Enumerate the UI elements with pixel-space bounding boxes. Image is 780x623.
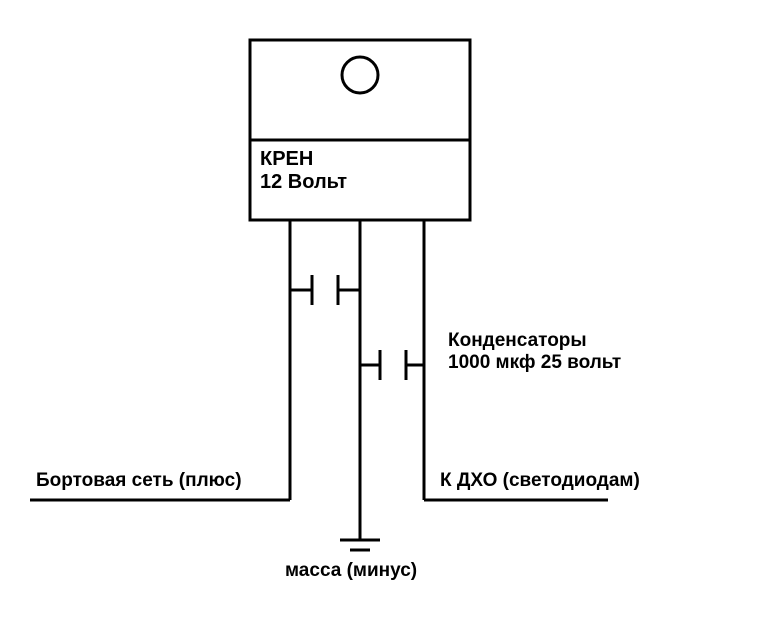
circuit-diagram	[0, 0, 780, 623]
regulator-tab-rect	[250, 40, 470, 140]
regulator-tab	[250, 40, 470, 140]
ground-label: масса (минус)	[285, 560, 417, 582]
input-label: Бортовая сеть (плюс)	[36, 470, 242, 492]
regulator-label-line1: КРЕН	[260, 148, 347, 171]
capacitor-label: Конденсаторы 1000 мкф 25 вольт	[448, 330, 621, 374]
capacitor-label-line1: Конденсаторы	[448, 330, 621, 352]
mounting-hole	[342, 57, 378, 93]
regulator-label-line2: 12 Вольт	[260, 171, 347, 194]
regulator-label: КРЕН 12 Вольт	[260, 148, 347, 194]
capacitor-label-line2: 1000 мкф 25 вольт	[448, 352, 621, 374]
output-label: К ДХО (светодиодам)	[440, 470, 640, 492]
